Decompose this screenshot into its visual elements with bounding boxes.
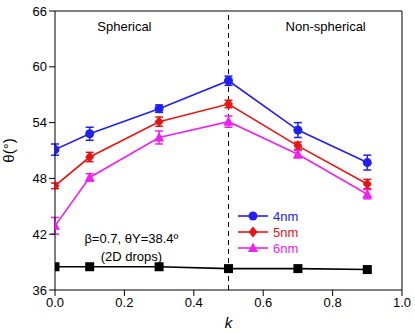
svg-text:66: 66 xyxy=(33,4,47,19)
svg-text:0.6: 0.6 xyxy=(254,295,272,310)
svg-text:48: 48 xyxy=(33,171,47,186)
html-text:4nm: 4nm xyxy=(273,208,299,224)
svg-text:0.2: 0.2 xyxy=(115,295,133,310)
svg-text:Spherical: Spherical xyxy=(97,19,151,34)
svg-text:0.8: 0.8 xyxy=(324,295,342,310)
html-text:6nm: 6nm xyxy=(273,240,299,256)
svg-text:Non-spherical: Non-spherical xyxy=(286,19,366,34)
svg-text:42: 42 xyxy=(33,227,47,242)
svg-text:θ(°): θ(°) xyxy=(0,138,17,162)
svg-text:36: 36 xyxy=(33,283,47,298)
svg-text:54: 54 xyxy=(33,115,47,130)
svg-text:β=0.7, θY=38.4º: β=0.7, θY=38.4º xyxy=(84,231,178,246)
svg-text:0.4: 0.4 xyxy=(185,295,203,310)
svg-text:(2D drops): (2D drops) xyxy=(101,249,162,264)
svg-text:60: 60 xyxy=(33,59,47,74)
html-text:5nm: 5nm xyxy=(273,224,299,240)
svg-text:1.0: 1.0 xyxy=(393,295,411,310)
svg-text:k: k xyxy=(225,314,234,331)
svg-text:0.0: 0.0 xyxy=(46,295,64,310)
